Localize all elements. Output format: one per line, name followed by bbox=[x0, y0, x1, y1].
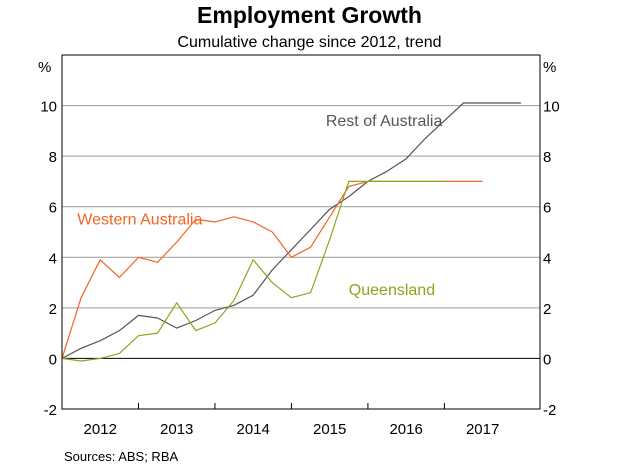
chart-subtitle: Cumulative change since 2012, trend bbox=[177, 34, 442, 51]
grid-lines bbox=[62, 105, 540, 410]
y-tick-label-right: 0 bbox=[543, 351, 551, 368]
x-tick-label: 2015 bbox=[313, 421, 346, 438]
series-label: Western Australia bbox=[77, 211, 202, 228]
y-tick-label-left: 6 bbox=[49, 200, 57, 217]
x-tick-label: 2013 bbox=[160, 421, 193, 438]
x-tick-label: 2014 bbox=[237, 421, 270, 438]
source-note: Sources: ABS; RBA bbox=[64, 449, 179, 464]
x-tick-label: 2016 bbox=[389, 421, 422, 438]
y-tick-label-right: 10 bbox=[543, 99, 560, 116]
chart-title: Employment Growth bbox=[197, 2, 422, 28]
x-tick-label: 2017 bbox=[466, 421, 499, 438]
y-tick-label-left: 8 bbox=[49, 149, 57, 166]
series-lines: Rest of Australia Western Australia Queens… bbox=[61, 102, 521, 362]
x-tick-label: 2012 bbox=[84, 421, 117, 438]
y-tick-label-left: 2 bbox=[49, 301, 57, 318]
y-unit-right: % bbox=[543, 59, 556, 76]
y-tick-label-left: 10 bbox=[40, 99, 57, 116]
y-tick-label-right: 4 bbox=[543, 250, 551, 267]
y-tick-label-right: 2 bbox=[543, 301, 551, 318]
series-line-queensland bbox=[61, 180, 445, 362]
y-tick-label-right: 6 bbox=[543, 200, 551, 217]
y-tick-label-left: 4 bbox=[49, 250, 57, 267]
y-tick-label-right: -2 bbox=[543, 402, 556, 419]
series-line-rest-of-australia bbox=[61, 102, 521, 359]
plot-frame bbox=[61, 54, 541, 410]
y-tick-label-left: 0 bbox=[49, 351, 57, 368]
y-tick-label-right: 8 bbox=[543, 149, 551, 166]
y-tick-label-left: -2 bbox=[44, 402, 57, 419]
y-unit-left: % bbox=[38, 59, 51, 76]
series-label: Rest of Australia bbox=[326, 113, 443, 130]
series-label: Queensland bbox=[349, 282, 435, 299]
